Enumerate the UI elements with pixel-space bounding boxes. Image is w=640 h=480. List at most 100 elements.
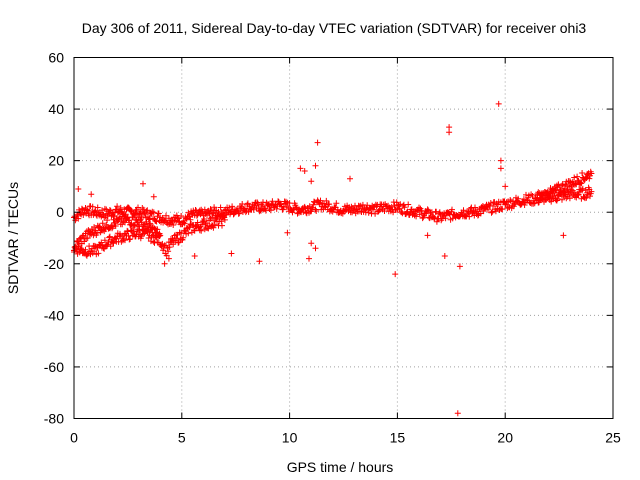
y-tick-label: -60	[44, 359, 64, 375]
data-point	[289, 209, 296, 216]
outlier-point	[301, 168, 308, 174]
data-point	[313, 208, 320, 214]
x-tick-label: 15	[390, 430, 406, 446]
data-point	[83, 206, 90, 213]
data-point	[94, 230, 100, 236]
data-point	[220, 213, 227, 220]
data-point	[117, 204, 124, 211]
data-point	[221, 216, 228, 223]
y-tick-label: 0	[56, 204, 64, 220]
outlier-point	[312, 245, 319, 252]
data-point	[207, 215, 214, 222]
data-point	[370, 206, 376, 213]
data-point	[300, 208, 307, 215]
outlier-point	[560, 232, 567, 239]
outlier-point	[314, 139, 321, 146]
data-point	[154, 213, 161, 220]
data-point	[333, 200, 340, 207]
data-point	[170, 241, 177, 248]
data-point	[239, 201, 246, 207]
data-point	[507, 197, 514, 203]
data-point	[201, 218, 208, 225]
data-point	[106, 233, 113, 240]
data-point	[165, 248, 172, 255]
data-point	[588, 188, 595, 195]
data-point	[254, 199, 261, 206]
outlier-point	[456, 263, 463, 270]
chart-title: Day 306 of 2011, Sidereal Day-to-day VTE…	[82, 20, 587, 36]
data-point	[267, 207, 274, 214]
data-point	[583, 194, 590, 201]
data-point	[178, 213, 185, 219]
outlier-point	[284, 229, 291, 236]
data-point	[181, 220, 188, 227]
data-point	[566, 178, 573, 185]
data-point	[114, 203, 121, 210]
data-point	[120, 235, 127, 242]
data-point	[104, 217, 111, 224]
data-point	[427, 210, 434, 217]
data-point	[492, 208, 499, 215]
data-point	[218, 218, 225, 225]
data-point	[416, 204, 422, 211]
data-point	[84, 235, 91, 242]
data-point	[99, 207, 105, 214]
outlier-point	[312, 162, 319, 169]
data-point	[98, 239, 105, 246]
data-point	[94, 204, 101, 211]
data-point	[564, 186, 571, 193]
data-point	[117, 214, 123, 220]
data-point	[488, 209, 495, 216]
data-point	[186, 213, 192, 220]
data-point	[180, 234, 187, 241]
data-point	[561, 187, 568, 194]
y-tick-labels: 60 40 20 0 -20 -40 -60 -80	[44, 50, 64, 427]
data-point	[490, 203, 496, 209]
data-point	[515, 195, 522, 202]
outlier-point	[454, 410, 461, 417]
axis-ticks	[73, 57, 614, 419]
x-tick-label: 20	[497, 430, 513, 446]
outlier-point	[424, 232, 431, 239]
data-point	[269, 198, 276, 205]
data-point	[185, 230, 192, 237]
data-point	[219, 213, 226, 220]
data-point	[293, 205, 300, 212]
outlier-point	[140, 180, 146, 187]
outlier-point	[446, 129, 453, 136]
data-point	[131, 222, 138, 229]
outlier-point	[161, 260, 168, 267]
data-point	[81, 238, 88, 245]
data-point	[155, 231, 162, 238]
data-point	[396, 205, 403, 212]
x-tick-label: 10	[282, 430, 298, 446]
data-point	[226, 204, 233, 211]
data-point	[388, 203, 395, 210]
data-point	[255, 200, 261, 207]
data-point	[266, 206, 273, 212]
data-point	[145, 228, 151, 235]
data-point	[144, 207, 151, 214]
data-point	[191, 227, 198, 234]
data-point	[200, 217, 207, 224]
data-point	[166, 244, 173, 251]
data-point	[95, 250, 102, 257]
data-point	[211, 204, 218, 211]
data-point	[566, 191, 573, 197]
x-tick-label: 25	[605, 430, 621, 446]
y-axis-label: SDTVAR / TECUs	[5, 182, 21, 294]
data-point	[187, 216, 194, 223]
data-point	[170, 222, 177, 228]
data-point	[89, 203, 96, 210]
data-point	[431, 214, 438, 221]
data-point	[424, 206, 431, 213]
data-point	[244, 200, 251, 207]
data-point	[398, 208, 405, 215]
data-point	[109, 223, 116, 230]
data-marks	[71, 100, 595, 417]
data-point	[193, 212, 200, 219]
data-point	[175, 239, 182, 246]
data-point	[143, 208, 150, 215]
data-point	[91, 208, 98, 215]
x-tick-label: 5	[178, 430, 186, 446]
